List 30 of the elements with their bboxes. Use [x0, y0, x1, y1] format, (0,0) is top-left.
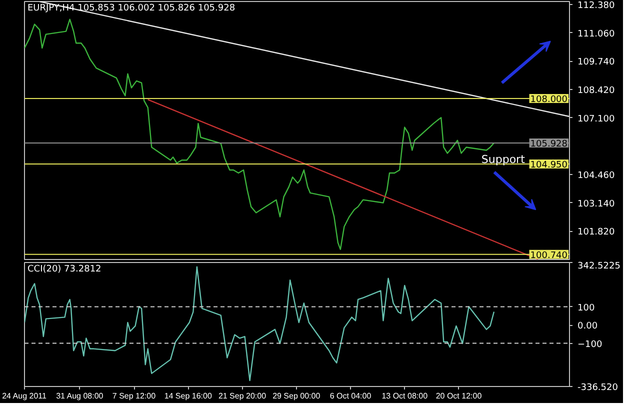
x-tick-label: 7 Sep 12:00: [112, 392, 156, 400]
y-tick-label: 101.820: [578, 228, 615, 238]
y-tick-label: 0.00: [578, 322, 598, 332]
x-tick-label: 13 Oct 08:00: [382, 392, 428, 400]
x-tick-label: 21 Sep 20:00: [218, 392, 267, 400]
y-tick-label: 104.460: [578, 171, 615, 181]
y-tick-label: 107.100: [578, 114, 615, 124]
x-tick-label: 6 Oct 04:00: [330, 392, 372, 400]
y-tick-label: 103.140: [578, 199, 615, 210]
y-tick-label: 109.740: [578, 58, 615, 68]
x-tick-label: 31 Aug 08:00: [56, 392, 104, 400]
ref-line-label: 104.950: [530, 160, 568, 170]
y-tick-label: 108.420: [578, 86, 615, 96]
x-tick-label: 14 Sep 16:00: [164, 392, 212, 400]
y-tick-label: −100: [578, 340, 602, 350]
ref-line-label: 108.000: [530, 95, 568, 106]
line-series: [24, 266, 495, 382]
y-tick-label: 111.060: [578, 29, 615, 40]
x-tick-label: 24 Aug 2011: [2, 392, 47, 400]
y-tick-label: -336.520: [578, 383, 618, 393]
annotation: Support: [481, 152, 526, 166]
x-tick-label: 20 Oct 12:00: [436, 392, 482, 400]
y-tick-label: 342.5225: [578, 262, 620, 272]
chart-title: EURJPY,H4 105.853 106.002 105.826 105.928: [28, 4, 236, 14]
ref-line-label: 100.740: [530, 250, 568, 261]
y-tick-label: 112.380: [578, 1, 615, 12]
y-tick-label: 100: [578, 303, 595, 314]
x-tick-label: 29 Sep 00:00: [272, 392, 321, 400]
ref-line-label: 105.928: [530, 139, 568, 150]
chart-title: CCI(20) 73.2812: [28, 264, 102, 274]
